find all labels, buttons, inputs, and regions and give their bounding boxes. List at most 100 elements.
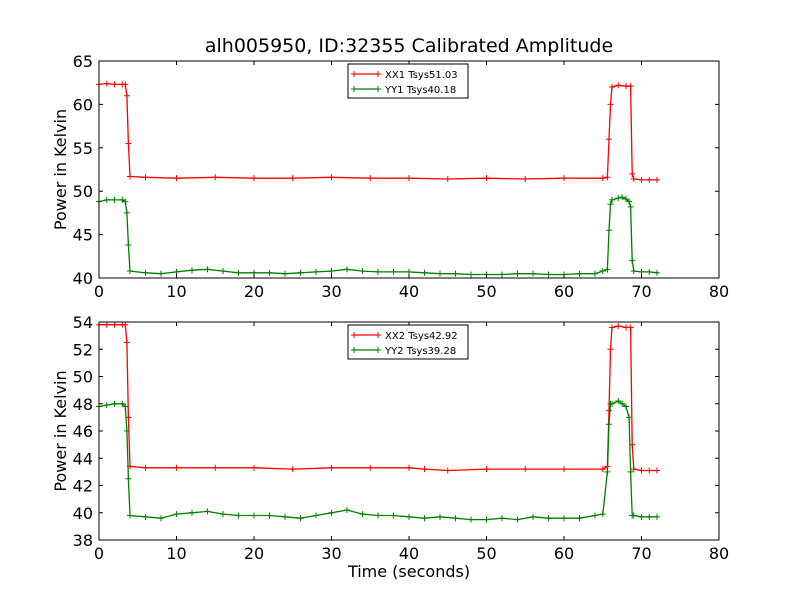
series-2-point <box>122 403 129 410</box>
series-1-point <box>522 466 529 473</box>
series-2-point <box>158 270 164 277</box>
y-tick-label: 50 <box>73 368 93 387</box>
series-1-point <box>122 81 129 88</box>
legend: XX2 Tsys42.92 YY2 Tsys39.28 <box>347 324 469 360</box>
series-2-point <box>646 268 653 275</box>
series-1-point <box>607 346 614 353</box>
series-2-point <box>204 266 211 273</box>
x-axis-label: Time (seconds) <box>347 562 470 581</box>
y-tick-label: 50 <box>73 182 93 201</box>
series-1-point <box>289 175 296 182</box>
x-tick-label: 0 <box>94 544 104 563</box>
series-1-point <box>103 80 110 87</box>
legend-marker-1 <box>351 71 381 77</box>
series-1-point <box>599 466 606 473</box>
series-2-point <box>406 513 412 520</box>
series-2-point <box>375 268 381 275</box>
series-2-point <box>390 268 397 275</box>
series-1-point <box>522 176 529 183</box>
series-2-point <box>514 270 521 277</box>
series-2-point <box>235 512 242 519</box>
series-2-point <box>452 270 459 277</box>
x-tick-label: 10 <box>166 282 186 301</box>
series-1-point <box>444 176 451 183</box>
series-2-point <box>235 269 242 276</box>
series-2-point <box>119 196 126 203</box>
series-1-point <box>251 464 257 471</box>
series-2-point <box>545 515 552 522</box>
series-2-point <box>638 268 645 275</box>
series-2-point <box>375 512 381 519</box>
series-2-point <box>627 203 634 210</box>
series-2-point <box>623 403 629 410</box>
x-tick-label: 70 <box>631 282 651 301</box>
y-tick-label: 46 <box>73 422 93 441</box>
series-2-point <box>646 513 653 520</box>
series-2-point <box>297 515 304 522</box>
series-2-point <box>313 268 319 275</box>
series-1-point <box>212 464 219 471</box>
series-1-point <box>604 174 611 181</box>
series-2-point <box>103 402 110 409</box>
charts-root: 0 10 20 30 40 50 60 70 80 40 45 50 55 60 65 Power in Ke… <box>51 35 729 581</box>
series-1-point <box>173 175 180 182</box>
y-tick-label: 45 <box>73 226 93 245</box>
series-2-point <box>605 227 612 234</box>
x-tick-label: 0 <box>94 282 104 301</box>
series-2-point <box>609 400 616 407</box>
series-1-point <box>444 467 451 474</box>
y-tick-label: 52 <box>73 340 93 359</box>
series-2-point <box>125 475 132 482</box>
series-2-point <box>468 516 474 523</box>
series-2-point <box>619 400 626 407</box>
series-2-point <box>103 196 110 203</box>
series-1-point <box>289 466 296 473</box>
legend-box <box>347 63 469 99</box>
series-1-point <box>483 466 490 473</box>
y-tick-label: 44 <box>73 449 93 468</box>
series-2-point <box>514 516 521 523</box>
x-tick-label: 50 <box>476 282 496 301</box>
series-1-point <box>607 101 614 108</box>
y-tick-label: 40 <box>73 269 93 288</box>
x-tick-label: 30 <box>321 282 341 301</box>
series-2-point <box>111 400 118 407</box>
series-1-point <box>654 176 660 183</box>
series-2-point <box>125 242 132 249</box>
series-2-point <box>576 515 583 522</box>
series-1-point <box>142 464 149 471</box>
series-1-point <box>638 467 645 474</box>
series-2-point <box>609 196 616 203</box>
series-2-point <box>328 268 335 275</box>
series-1-point <box>605 136 612 143</box>
series-2-point <box>111 196 118 203</box>
series-2-point <box>123 428 130 434</box>
series-2-point <box>127 268 133 275</box>
series-1-point <box>123 339 130 346</box>
series-1-point <box>646 176 653 183</box>
series-2-point <box>421 515 428 522</box>
series-2-point <box>483 516 490 523</box>
y-tick-label: 54 <box>73 313 93 332</box>
series-2-point <box>119 400 126 407</box>
series-1-point <box>125 140 132 147</box>
series-2-point <box>282 513 288 520</box>
y-tick-label: 40 <box>73 504 93 523</box>
series-2-point <box>266 269 273 276</box>
series-2-point <box>266 512 273 519</box>
series-1-point <box>421 466 428 473</box>
chart-title: alh005950, ID:32355 Calibrated Amplitude <box>205 35 613 57</box>
series-1-point <box>609 324 616 331</box>
series-2-point <box>158 515 164 522</box>
series-2-point <box>220 511 226 518</box>
series-1-point <box>615 82 622 89</box>
x-tick-label: 60 <box>554 282 574 301</box>
series-2-point <box>604 266 611 273</box>
series-2-point <box>123 209 130 216</box>
series-2-point <box>344 507 350 514</box>
series-1-point <box>328 464 335 471</box>
series-1-point <box>483 175 490 182</box>
series-2-point <box>530 513 536 520</box>
series-2-point <box>328 509 335 516</box>
